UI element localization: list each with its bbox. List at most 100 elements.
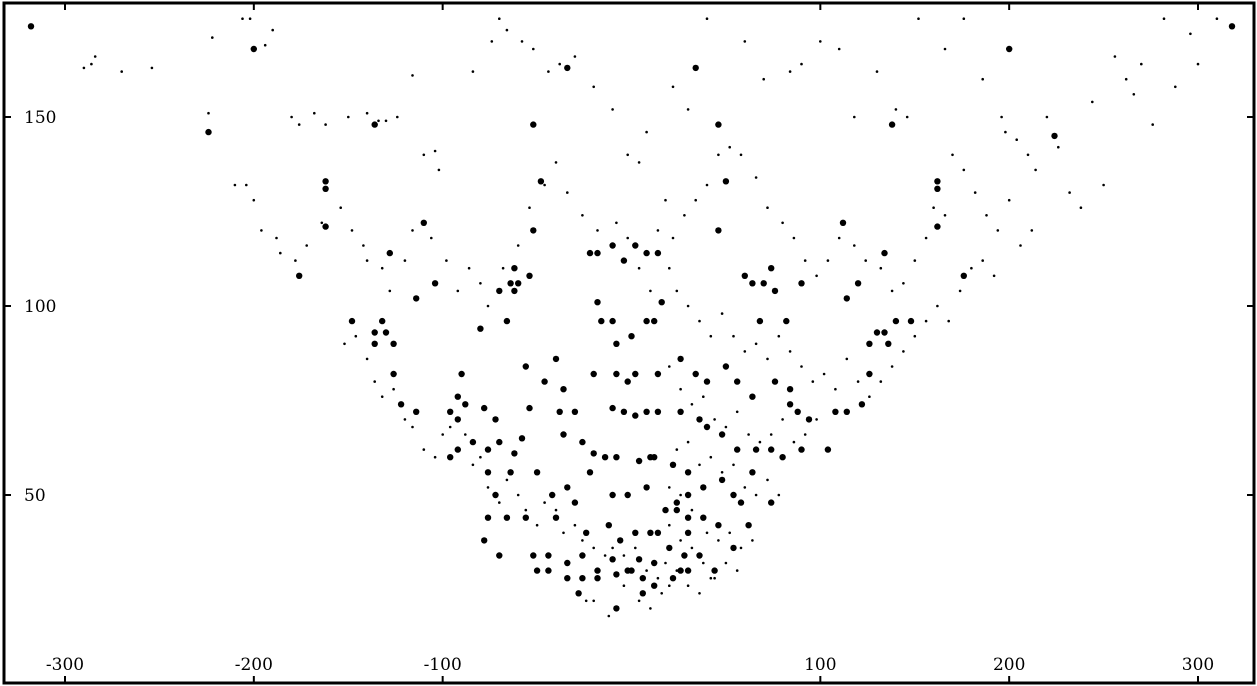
data-point-large — [651, 317, 658, 325]
data-point-small — [603, 554, 607, 557]
data-point-large — [620, 408, 628, 415]
data-point-large — [583, 529, 590, 536]
data-point-small — [856, 380, 860, 383]
data-point-small — [879, 266, 883, 270]
data-point-large — [700, 514, 707, 521]
data-point-large — [545, 552, 552, 559]
data-point-small — [728, 531, 731, 535]
data-point-small — [422, 153, 426, 157]
data-point-large — [484, 446, 492, 453]
data-point-large — [866, 370, 873, 378]
data-point-small — [981, 259, 984, 262]
data-point-small — [819, 40, 822, 43]
data-point-small — [1196, 62, 1200, 66]
data-point-large — [526, 272, 533, 279]
data-point-small — [890, 365, 894, 368]
data-point-large — [484, 469, 492, 476]
data-point-small — [498, 17, 501, 21]
data-point-large — [745, 522, 752, 529]
data-point-large — [692, 370, 699, 378]
data-point-small — [241, 17, 244, 21]
data-point-small — [981, 77, 984, 81]
data-point-small — [777, 493, 781, 497]
data-point-small — [626, 236, 629, 240]
data-point-large — [696, 416, 703, 423]
data-point-large — [560, 386, 567, 393]
data-point-small — [233, 183, 237, 187]
data-point-small — [709, 455, 713, 459]
data-point-small — [717, 153, 720, 157]
data-point-small — [936, 304, 939, 308]
data-point-large — [734, 378, 741, 385]
data-point-small — [1000, 115, 1003, 119]
data-point-small — [649, 289, 652, 293]
data-point-small — [868, 395, 871, 399]
data-point-small — [516, 493, 520, 497]
y-tick-label: 100 — [24, 297, 56, 317]
data-point-large — [643, 484, 650, 491]
data-point-small — [1113, 55, 1117, 58]
data-point-small — [788, 350, 792, 353]
data-point-small — [690, 546, 694, 550]
data-point-small — [637, 599, 641, 603]
data-point-small — [754, 493, 758, 497]
data-point-large — [571, 408, 579, 415]
data-point-large — [934, 178, 941, 185]
data-point-large — [703, 423, 711, 431]
data-point-large — [613, 454, 620, 461]
data-point-large — [858, 401, 866, 408]
data-point-large — [654, 408, 662, 415]
data-point-small — [943, 47, 947, 51]
data-point-small — [479, 282, 482, 285]
data-point-small — [664, 561, 667, 565]
data-point-large — [730, 544, 737, 552]
data-point-small — [728, 145, 731, 149]
data-point-small — [486, 304, 490, 308]
data-point-small — [732, 463, 735, 467]
data-point-small — [637, 161, 641, 164]
data-point-large — [379, 317, 386, 325]
data-point-small — [211, 36, 214, 39]
data-point-small — [943, 214, 947, 217]
data-point-large — [673, 499, 680, 506]
data-point-large — [805, 416, 813, 423]
data-point-small — [739, 546, 743, 550]
data-point-large — [386, 249, 393, 257]
data-point-large — [556, 408, 563, 415]
data-point-small — [803, 433, 807, 436]
data-point-small — [924, 236, 928, 240]
data-point-small — [433, 149, 437, 153]
data-point-large — [711, 567, 718, 574]
data-point-large — [654, 529, 662, 536]
data-point-small — [562, 531, 565, 535]
data-point-small — [656, 229, 660, 232]
data-point-small — [837, 236, 841, 240]
data-point-small — [1102, 183, 1105, 187]
data-point-small — [297, 123, 301, 126]
data-point-large — [1006, 45, 1013, 53]
data-point-small — [743, 486, 747, 489]
data-point-large — [669, 575, 677, 582]
data-point-large — [1051, 132, 1058, 140]
data-point-large — [579, 552, 586, 559]
data-point-small — [411, 425, 414, 429]
data-point-small — [347, 115, 350, 119]
data-point-small — [305, 244, 309, 247]
data-point-small — [365, 357, 369, 361]
data-point-large — [654, 249, 662, 257]
data-point-large — [594, 575, 601, 582]
data-point-large — [503, 317, 511, 325]
data-point-large — [613, 571, 620, 578]
data-point-small — [751, 539, 754, 542]
data-point-large — [454, 416, 461, 423]
data-point-large — [564, 484, 571, 491]
data-point-small — [1124, 77, 1128, 81]
data-point-large — [624, 378, 631, 385]
data-point-small — [996, 229, 1000, 232]
data-point-small — [675, 448, 679, 451]
data-point-large — [643, 249, 650, 257]
data-point-large — [27, 23, 35, 30]
data-point-large — [598, 317, 605, 325]
data-point-small — [275, 236, 278, 240]
